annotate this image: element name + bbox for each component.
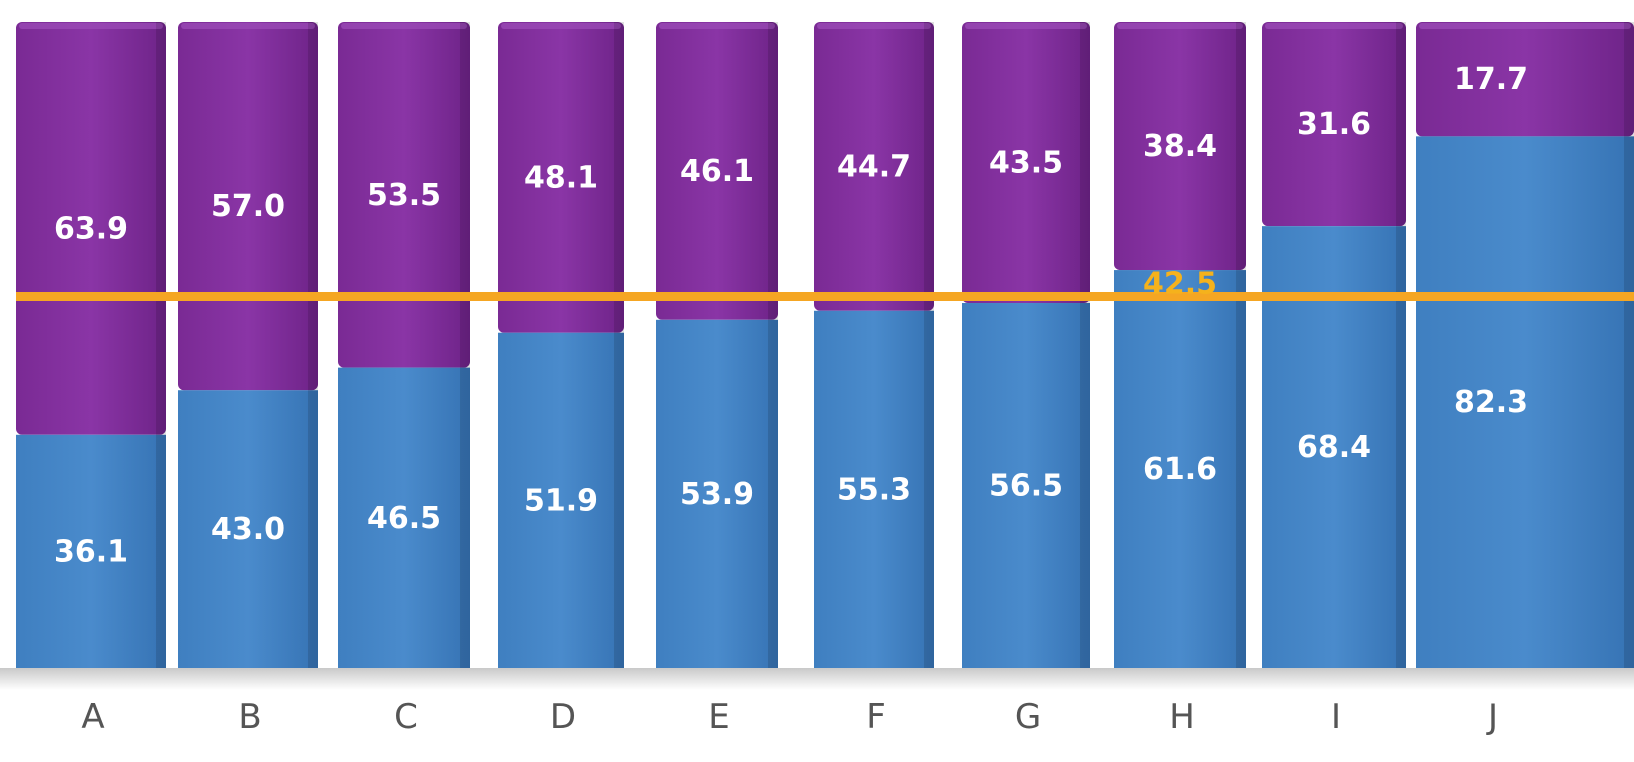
value-label-bottom-H: 61.6 [1143,452,1217,487]
bar-side-F [924,22,934,668]
value-label-top-D: 48.1 [524,160,598,195]
bars-group [16,22,1634,669]
value-label-bottom-B: 43.0 [211,512,285,547]
bar-bottom-E [656,319,778,668]
value-label-top-G: 43.5 [989,146,1063,181]
bar-bottom-A [16,434,166,668]
bar-side-A [156,22,166,668]
bar-bottom-D [498,332,624,668]
bar-cap-F [817,23,931,29]
bar-bottom-J [1416,136,1634,669]
bar-top-A [16,22,166,435]
bar-cap-E [659,23,775,29]
bar-bottom-C [338,367,470,668]
category-label-E: E [708,697,729,737]
bar-side-J [1624,22,1634,668]
bar-top-C [338,22,470,368]
bar-bottom-B [178,390,318,668]
bar-top-G [962,22,1090,304]
floor-shadow [0,668,1634,690]
bar-side-H [1236,22,1246,668]
bar-cap-D [501,23,621,29]
bar-top-I [1262,22,1406,227]
category-label-F: F [866,697,886,737]
category-label-H: H [1169,697,1195,737]
value-label-bottom-E: 53.9 [680,477,754,512]
bar-side-B [308,22,318,668]
bar-cap-J [1419,23,1631,29]
bar-side-E [768,22,778,668]
value-label-bottom-A: 36.1 [54,534,128,569]
value-label-bottom-D: 51.9 [524,483,598,518]
bar-top-F [814,22,934,311]
bar-side-C [460,22,470,668]
bar-side-D [614,22,624,668]
value-label-top-C: 53.5 [367,178,441,213]
annotation-label-H: 42.5 [1143,266,1217,301]
bar-side-I [1396,22,1406,668]
category-label-B: B [238,697,261,737]
category-label-C: C [394,697,418,737]
value-label-bottom-J: 82.3 [1454,385,1528,420]
category-label-D: D [550,697,576,737]
value-label-top-A: 63.9 [54,211,128,246]
bar-top-D [498,22,624,333]
category-label-J: J [1486,697,1498,737]
value-label-top-F: 44.7 [837,149,911,184]
bar-cap-H [1117,23,1243,29]
category-label-G: G [1015,697,1041,737]
value-label-top-J: 17.7 [1454,62,1528,97]
value-label-bottom-I: 68.4 [1297,430,1371,465]
bar-cap-G [965,23,1087,29]
bar-cap-C [341,23,467,29]
bar-cap-A [19,23,163,29]
bar-cap-I [1265,23,1403,29]
bar-bottom-G [962,303,1090,668]
category-label-I: I [1331,697,1341,737]
bar-top-H [1114,22,1246,271]
value-label-bottom-F: 55.3 [837,472,911,507]
category-label-A: A [81,697,104,737]
bar-side-G [1080,22,1090,668]
bar-cap-B [181,23,315,29]
value-label-top-H: 38.4 [1143,129,1217,164]
value-label-top-E: 46.1 [680,154,754,189]
value-label-bottom-G: 56.5 [989,469,1063,504]
bar-top-E [656,22,778,320]
bar-bottom-H [1114,270,1246,668]
bar-bottom-F [814,310,934,668]
bar-top-J [1416,22,1634,137]
labels-group: 63.9 36.1 A 57.0 43.0 B 53.5 46.5 C 48.1 51.9 D 46.1… [54,62,1528,737]
value-label-top-I: 31.6 [1297,107,1371,142]
value-label-bottom-C: 46.5 [367,501,441,536]
value-label-top-B: 57.0 [211,189,285,224]
